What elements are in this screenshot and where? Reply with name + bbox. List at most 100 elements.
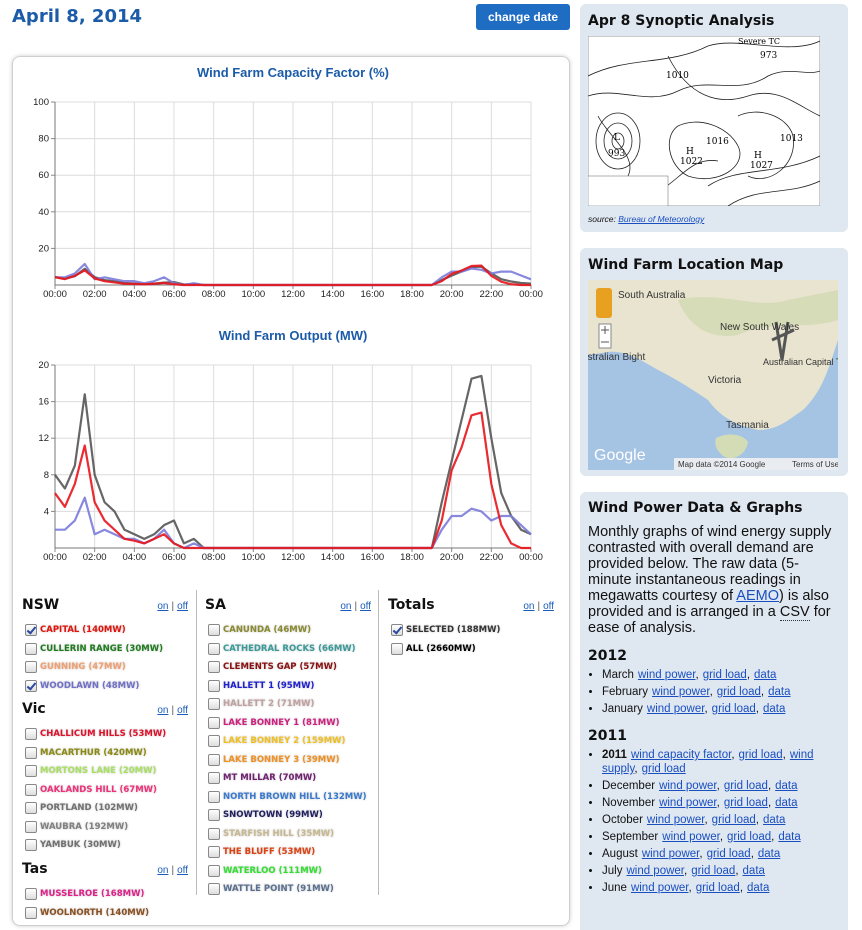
data-link[interactable]: data xyxy=(754,669,777,681)
farm-checkbox[interactable] xyxy=(25,820,37,833)
farm-label[interactable]: CANUNDA (46MW) xyxy=(223,625,311,635)
farm-label[interactable]: HALLETT 1 (95MW) xyxy=(223,680,315,691)
toggle-off[interactable]: off xyxy=(177,601,188,612)
farm-checkbox[interactable] xyxy=(208,716,220,729)
farm-checkbox[interactable] xyxy=(208,846,220,858)
farm-label[interactable]: MACARTHUR (420MW) xyxy=(40,747,147,758)
data-link[interactable]: grid load xyxy=(695,882,740,894)
farm-label[interactable]: NORTH BROWN HILL (132MW) xyxy=(223,791,367,802)
toggle-off[interactable]: off xyxy=(177,865,188,876)
farm-label[interactable]: PORTLAND (102MW) xyxy=(40,803,138,813)
farm-label[interactable]: LAKE BONNEY 3 (39MW) xyxy=(223,754,340,765)
farm-label[interactable]: MT MILLAR (70MW) xyxy=(223,773,317,783)
data-link[interactable]: grid load xyxy=(727,831,772,843)
toggle-on[interactable]: on xyxy=(340,601,352,612)
change-date-button[interactable]: change date xyxy=(476,4,570,30)
farm-label[interactable]: OAKLANDS HILL (67MW) xyxy=(40,784,157,795)
toggle-on[interactable]: on xyxy=(157,705,169,716)
farm-checkbox[interactable] xyxy=(25,839,37,851)
data-link[interactable]: wind capacity factor xyxy=(630,749,732,761)
farm-label[interactable]: HALLETT 2 (71MW) xyxy=(223,699,315,709)
farm-label[interactable]: MUSSELROE (168MW) xyxy=(40,889,145,899)
data-link[interactable]: data xyxy=(763,703,786,715)
farm-label[interactable]: CHALLICUM HILLS (53MW) xyxy=(40,729,167,739)
farm-checkbox[interactable] xyxy=(208,679,220,692)
data-link[interactable]: wind power xyxy=(641,848,700,860)
farm-label[interactable]: LAKE BONNEY 2 (159MW) xyxy=(223,736,346,746)
farm-checkbox[interactable] xyxy=(208,661,220,673)
farm-checkbox[interactable] xyxy=(208,698,220,710)
data-link[interactable]: grid load xyxy=(711,814,756,826)
farm-checkbox[interactable] xyxy=(25,888,37,900)
data-link[interactable]: grid load xyxy=(738,749,783,761)
data-link[interactable]: wind supply xyxy=(602,749,814,775)
farm-checkbox[interactable] xyxy=(25,679,37,692)
farm-checkbox[interactable] xyxy=(208,624,220,636)
data-link[interactable]: grid load xyxy=(716,686,761,698)
farm-checkbox[interactable] xyxy=(208,753,220,766)
farm-label[interactable]: MORTONS LANE (20MW) xyxy=(40,766,157,776)
toggle-on[interactable]: on xyxy=(157,865,169,876)
farm-checkbox[interactable] xyxy=(25,661,37,673)
data-link[interactable]: data xyxy=(778,831,801,843)
farm-checkbox[interactable] xyxy=(25,802,37,814)
farm-label[interactable]: LAKE BONNEY 1 (81MW) xyxy=(223,717,340,728)
data-link[interactable]: data xyxy=(747,882,770,894)
farm-label[interactable]: WATTLE POINT (91MW) xyxy=(223,884,334,894)
farm-label[interactable]: CLEMENTS GAP (57MW) xyxy=(223,662,337,672)
data-link[interactable]: data xyxy=(775,797,798,809)
farm-checkbox[interactable] xyxy=(208,772,220,784)
data-link[interactable]: wind power xyxy=(626,865,684,877)
data-link[interactable]: wind power xyxy=(662,831,720,843)
farm-label[interactable]: THE BLUFF (53MW) xyxy=(223,847,316,857)
farm-checkbox[interactable] xyxy=(25,642,37,655)
map-terms[interactable]: Terms of Use xyxy=(792,460,838,469)
farm-checkbox[interactable] xyxy=(25,783,37,796)
farm-checkbox[interactable] xyxy=(25,906,37,919)
farm-label[interactable]: WATERLOO (111MW) xyxy=(223,865,322,876)
farm-label[interactable]: CAPITAL (140MW) xyxy=(40,625,126,635)
farm-label[interactable]: WOODLAWN (48MW) xyxy=(40,680,140,691)
data-link[interactable]: grid load xyxy=(702,669,747,681)
data-link[interactable]: data xyxy=(775,780,798,792)
toggle-on[interactable]: on xyxy=(523,601,535,612)
farm-label[interactable]: WOOLNORTH (140MW) xyxy=(40,907,149,918)
aemo-link[interactable]: AEMO xyxy=(736,588,779,604)
farm-checkbox[interactable] xyxy=(25,728,37,740)
data-link[interactable]: grid load xyxy=(723,780,768,792)
data-link[interactable]: grid load xyxy=(711,703,756,715)
farm-checkbox[interactable] xyxy=(208,883,220,895)
data-link[interactable]: grid load xyxy=(691,865,736,877)
farm-label[interactable]: SNOWTOWN (99MW) xyxy=(223,810,323,820)
data-link[interactable]: wind power xyxy=(652,686,710,698)
location-map[interactable]: South Australia New South Wales Great Au… xyxy=(588,280,838,470)
data-link[interactable]: grid load xyxy=(706,848,751,860)
farm-label[interactable]: CATHEDRAL ROCKS (66MW) xyxy=(223,643,356,654)
farm-checkbox[interactable] xyxy=(25,624,37,636)
data-link[interactable]: data xyxy=(742,865,765,877)
farm-label[interactable]: CULLERIN RANGE (30MW) xyxy=(40,643,163,654)
farm-checkbox[interactable] xyxy=(25,765,37,777)
toggle-on[interactable]: on xyxy=(157,601,169,612)
data-link[interactable]: wind power xyxy=(646,814,705,826)
data-link[interactable]: data xyxy=(768,686,791,698)
farm-label[interactable]: GUNNING (47MW) xyxy=(40,662,126,672)
farm-label[interactable]: STARFISH HILL (35MW) xyxy=(223,828,335,839)
data-link[interactable]: wind power xyxy=(659,780,717,792)
farm-label[interactable]: YAMBUK (30MW) xyxy=(40,840,121,850)
toggle-off[interactable]: off xyxy=(360,601,371,612)
toggle-off[interactable]: off xyxy=(177,705,188,716)
farm-label[interactable]: WAUBRA (192MW) xyxy=(40,821,129,832)
farm-checkbox[interactable] xyxy=(208,864,220,877)
data-link[interactable]: grid load xyxy=(723,797,768,809)
farm-checkbox[interactable] xyxy=(208,642,220,655)
farm-checkbox[interactable] xyxy=(391,624,403,636)
farm-label[interactable]: SELECTED (188MW) xyxy=(406,625,501,635)
data-link[interactable]: data xyxy=(757,848,781,860)
data-link[interactable]: data xyxy=(763,814,786,826)
data-link[interactable]: wind power xyxy=(646,703,705,715)
data-link[interactable]: wind power xyxy=(659,797,717,809)
farm-checkbox[interactable] xyxy=(25,746,37,759)
farm-label[interactable]: ALL (2660MW) xyxy=(406,643,476,654)
data-link[interactable]: grid load xyxy=(641,763,686,775)
